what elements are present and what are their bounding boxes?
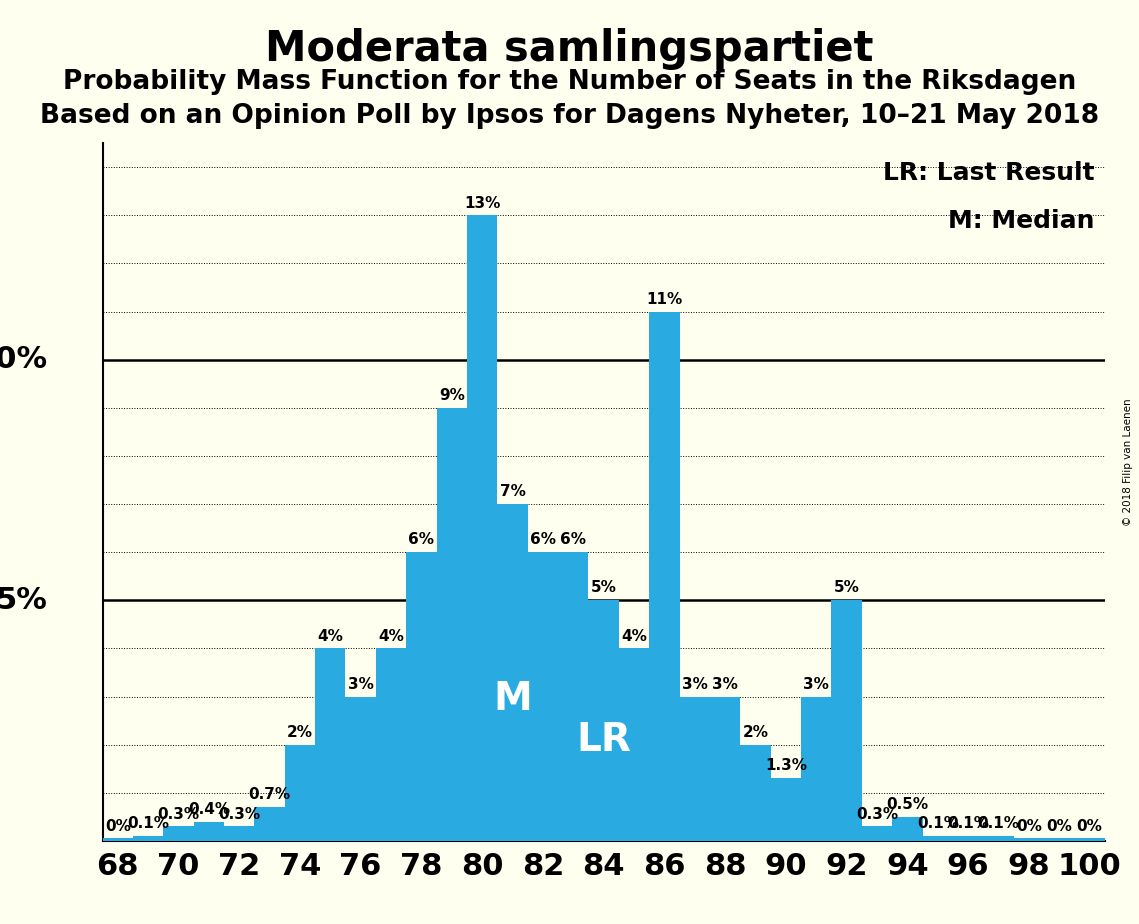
Text: 9%: 9%	[439, 388, 465, 403]
Text: 1.3%: 1.3%	[765, 759, 806, 773]
Text: LR: LR	[576, 721, 631, 759]
Bar	[558, 553, 589, 841]
Bar	[1044, 838, 1074, 841]
Text: M: Median: M: Median	[949, 210, 1095, 234]
Bar	[527, 553, 558, 841]
Bar	[680, 697, 710, 841]
Bar	[407, 553, 436, 841]
Bar	[649, 311, 680, 841]
Bar	[862, 826, 892, 841]
Bar	[740, 745, 771, 841]
Bar	[710, 697, 740, 841]
Bar	[983, 836, 1014, 841]
Text: 13%: 13%	[464, 196, 500, 211]
Text: LR: Last Result: LR: Last Result	[883, 161, 1095, 185]
Bar	[133, 836, 163, 841]
Text: 6%: 6%	[560, 532, 587, 547]
Text: 0.1%: 0.1%	[948, 816, 989, 832]
Text: 4%: 4%	[318, 628, 343, 644]
Text: M: M	[493, 680, 532, 718]
Bar	[285, 745, 316, 841]
Bar	[163, 826, 194, 841]
Bar	[589, 601, 618, 841]
Text: 0.7%: 0.7%	[248, 787, 290, 802]
Text: 5%: 5%	[834, 580, 860, 595]
Bar	[892, 817, 923, 841]
Text: 3%: 3%	[712, 676, 738, 692]
Text: 0%: 0%	[1047, 819, 1072, 833]
Text: 0.1%: 0.1%	[128, 816, 169, 832]
Text: 3%: 3%	[682, 676, 707, 692]
Text: 0%: 0%	[1076, 819, 1103, 833]
Bar	[923, 836, 953, 841]
Bar	[194, 821, 224, 841]
Text: 4%: 4%	[378, 628, 404, 644]
Text: 10%: 10%	[0, 346, 48, 374]
Text: 5%: 5%	[0, 586, 48, 614]
Text: 6%: 6%	[409, 532, 434, 547]
Bar	[1074, 838, 1105, 841]
Text: 4%: 4%	[621, 628, 647, 644]
Bar	[254, 808, 285, 841]
Text: Based on an Opinion Poll by Ipsos for Dagens Nyheter, 10–21 May 2018: Based on an Opinion Poll by Ipsos for Da…	[40, 103, 1099, 129]
Text: 3%: 3%	[803, 676, 829, 692]
Text: 0.5%: 0.5%	[886, 797, 928, 812]
Text: Probability Mass Function for the Number of Seats in the Riksdagen: Probability Mass Function for the Number…	[63, 69, 1076, 95]
Bar	[376, 649, 407, 841]
Text: 3%: 3%	[347, 676, 374, 692]
Text: 2%: 2%	[287, 724, 313, 740]
Bar	[467, 215, 498, 841]
Bar	[953, 836, 983, 841]
Bar	[103, 838, 133, 841]
Bar	[831, 601, 862, 841]
Bar	[345, 697, 376, 841]
Bar	[498, 505, 527, 841]
Text: © 2018 Filip van Laenen: © 2018 Filip van Laenen	[1123, 398, 1133, 526]
Bar	[436, 407, 467, 841]
Text: 0.4%: 0.4%	[188, 802, 230, 817]
Text: Moderata samlingspartiet: Moderata samlingspartiet	[265, 28, 874, 69]
Bar	[771, 778, 801, 841]
Text: 0.1%: 0.1%	[917, 816, 959, 832]
Text: 2%: 2%	[743, 724, 769, 740]
Text: 0%: 0%	[1016, 819, 1042, 833]
Text: 0.3%: 0.3%	[219, 807, 260, 821]
Text: 0%: 0%	[105, 819, 131, 833]
Bar	[801, 697, 831, 841]
Text: 7%: 7%	[500, 484, 525, 499]
Text: 0.1%: 0.1%	[977, 816, 1019, 832]
Text: 6%: 6%	[530, 532, 556, 547]
Bar	[1014, 838, 1044, 841]
Text: 11%: 11%	[646, 292, 682, 307]
Bar	[618, 649, 649, 841]
Text: 0.3%: 0.3%	[857, 807, 898, 821]
Text: 5%: 5%	[591, 580, 616, 595]
Bar	[316, 649, 345, 841]
Bar	[224, 826, 254, 841]
Text: 0.3%: 0.3%	[157, 807, 199, 821]
